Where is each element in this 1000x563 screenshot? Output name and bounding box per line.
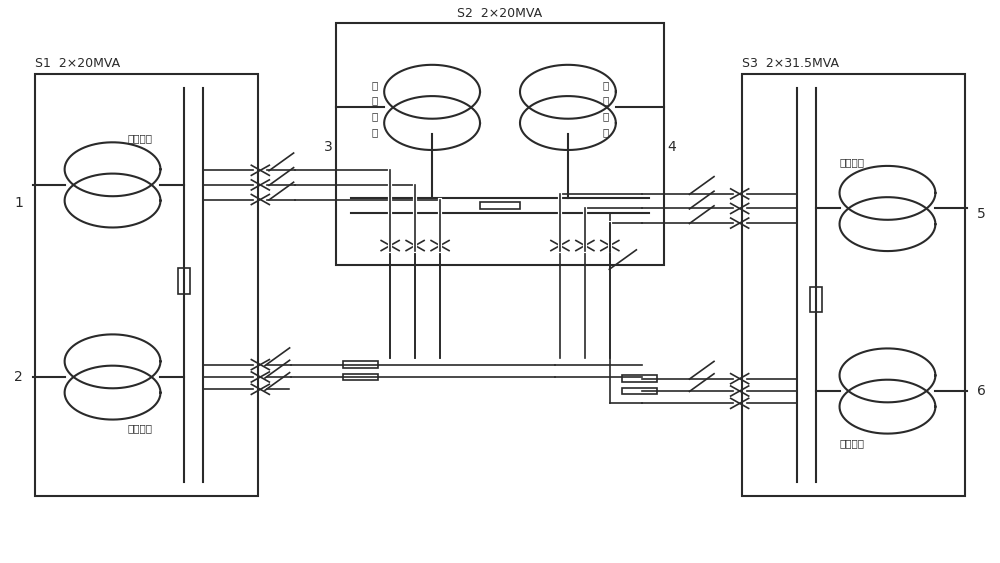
Text: 变: 变 — [603, 127, 609, 137]
Text: 6: 6 — [977, 384, 986, 398]
Text: 号: 号 — [603, 96, 609, 106]
Bar — [622, 376, 657, 382]
Text: S3  2×31.5MVA: S3 2×31.5MVA — [742, 57, 839, 70]
Text: 二号主变: 二号主变 — [840, 437, 865, 448]
Bar — [343, 374, 378, 381]
Text: 号: 号 — [371, 96, 377, 106]
Bar — [622, 388, 657, 395]
Text: 2: 2 — [14, 370, 23, 384]
Bar — [810, 287, 822, 312]
Text: 主: 主 — [603, 111, 609, 122]
Text: 一号主变: 一号主变 — [128, 133, 153, 144]
Text: 二号主变: 二号主变 — [128, 423, 153, 434]
Text: 一号主变: 一号主变 — [840, 157, 865, 167]
Bar — [336, 23, 664, 265]
Text: 3: 3 — [324, 140, 333, 154]
Text: S1  2×20MVA: S1 2×20MVA — [35, 57, 120, 70]
Text: 二: 二 — [603, 80, 609, 90]
Bar — [742, 74, 965, 496]
Text: 4: 4 — [667, 140, 676, 154]
Text: 1: 1 — [14, 196, 23, 210]
Bar — [178, 269, 190, 293]
Text: 变: 变 — [371, 127, 377, 137]
Bar — [35, 74, 258, 496]
Text: 一: 一 — [371, 80, 377, 90]
Text: 主: 主 — [371, 111, 377, 122]
Text: 5: 5 — [977, 207, 986, 221]
Text: S2  2×20MVA: S2 2×20MVA — [457, 7, 543, 20]
Bar — [343, 361, 378, 368]
Bar — [480, 202, 520, 209]
